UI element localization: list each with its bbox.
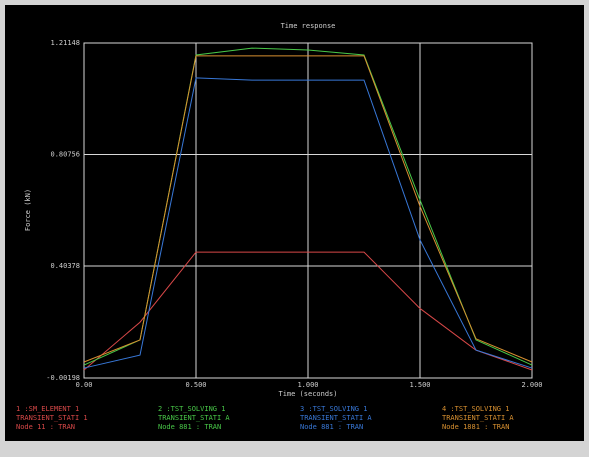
y-tick-label: 0.40378 (50, 262, 80, 270)
legend-detail: Node 1881 : TRAN (442, 423, 509, 431)
panel (5, 5, 584, 441)
series-line (83, 55, 533, 363)
legend-detail: TRANSIENT_STATI 1 (16, 414, 88, 422)
x-tick-label: 1.500 (409, 381, 430, 389)
legend-detail: Node 11 : TRAN (16, 423, 75, 431)
x-tick-label: 1.000 (297, 381, 318, 389)
y-axis-label: Force (kN) (24, 189, 32, 231)
legend-detail: Node 881 : TRAN (158, 423, 221, 431)
series-line (83, 77, 533, 369)
legend-entry: 3 :TST_SOLVING 1 (300, 405, 367, 413)
chart-title: Time response (281, 22, 336, 30)
legend-detail: TRANSIENT_STATI A (442, 414, 514, 422)
legend-detail: Node 881 : TRAN (300, 423, 363, 431)
series-line (83, 251, 533, 371)
legend-detail: TRANSIENT_STATI A (300, 414, 372, 422)
legend-entry: 4 :TST_SOLVING 1 (442, 405, 509, 413)
y-tick-label: -0.00198 (46, 374, 80, 382)
x-tick-label: 2.000 (521, 381, 542, 389)
x-tick-label: 0.00 (76, 381, 93, 389)
legend-detail: TRANSIENT_STATI A (158, 414, 230, 422)
legend-entry: 1 :SM_ELEMENT 1 (16, 405, 79, 413)
x-axis-label: Time (seconds) (278, 390, 337, 398)
x-tick-label: 0.500 (185, 381, 206, 389)
y-tick-label: 0.80756 (50, 151, 80, 159)
y-tick-label: 1.21148 (50, 39, 80, 47)
legend-entry: 2 :TST_SOLVING 1 (158, 405, 225, 413)
